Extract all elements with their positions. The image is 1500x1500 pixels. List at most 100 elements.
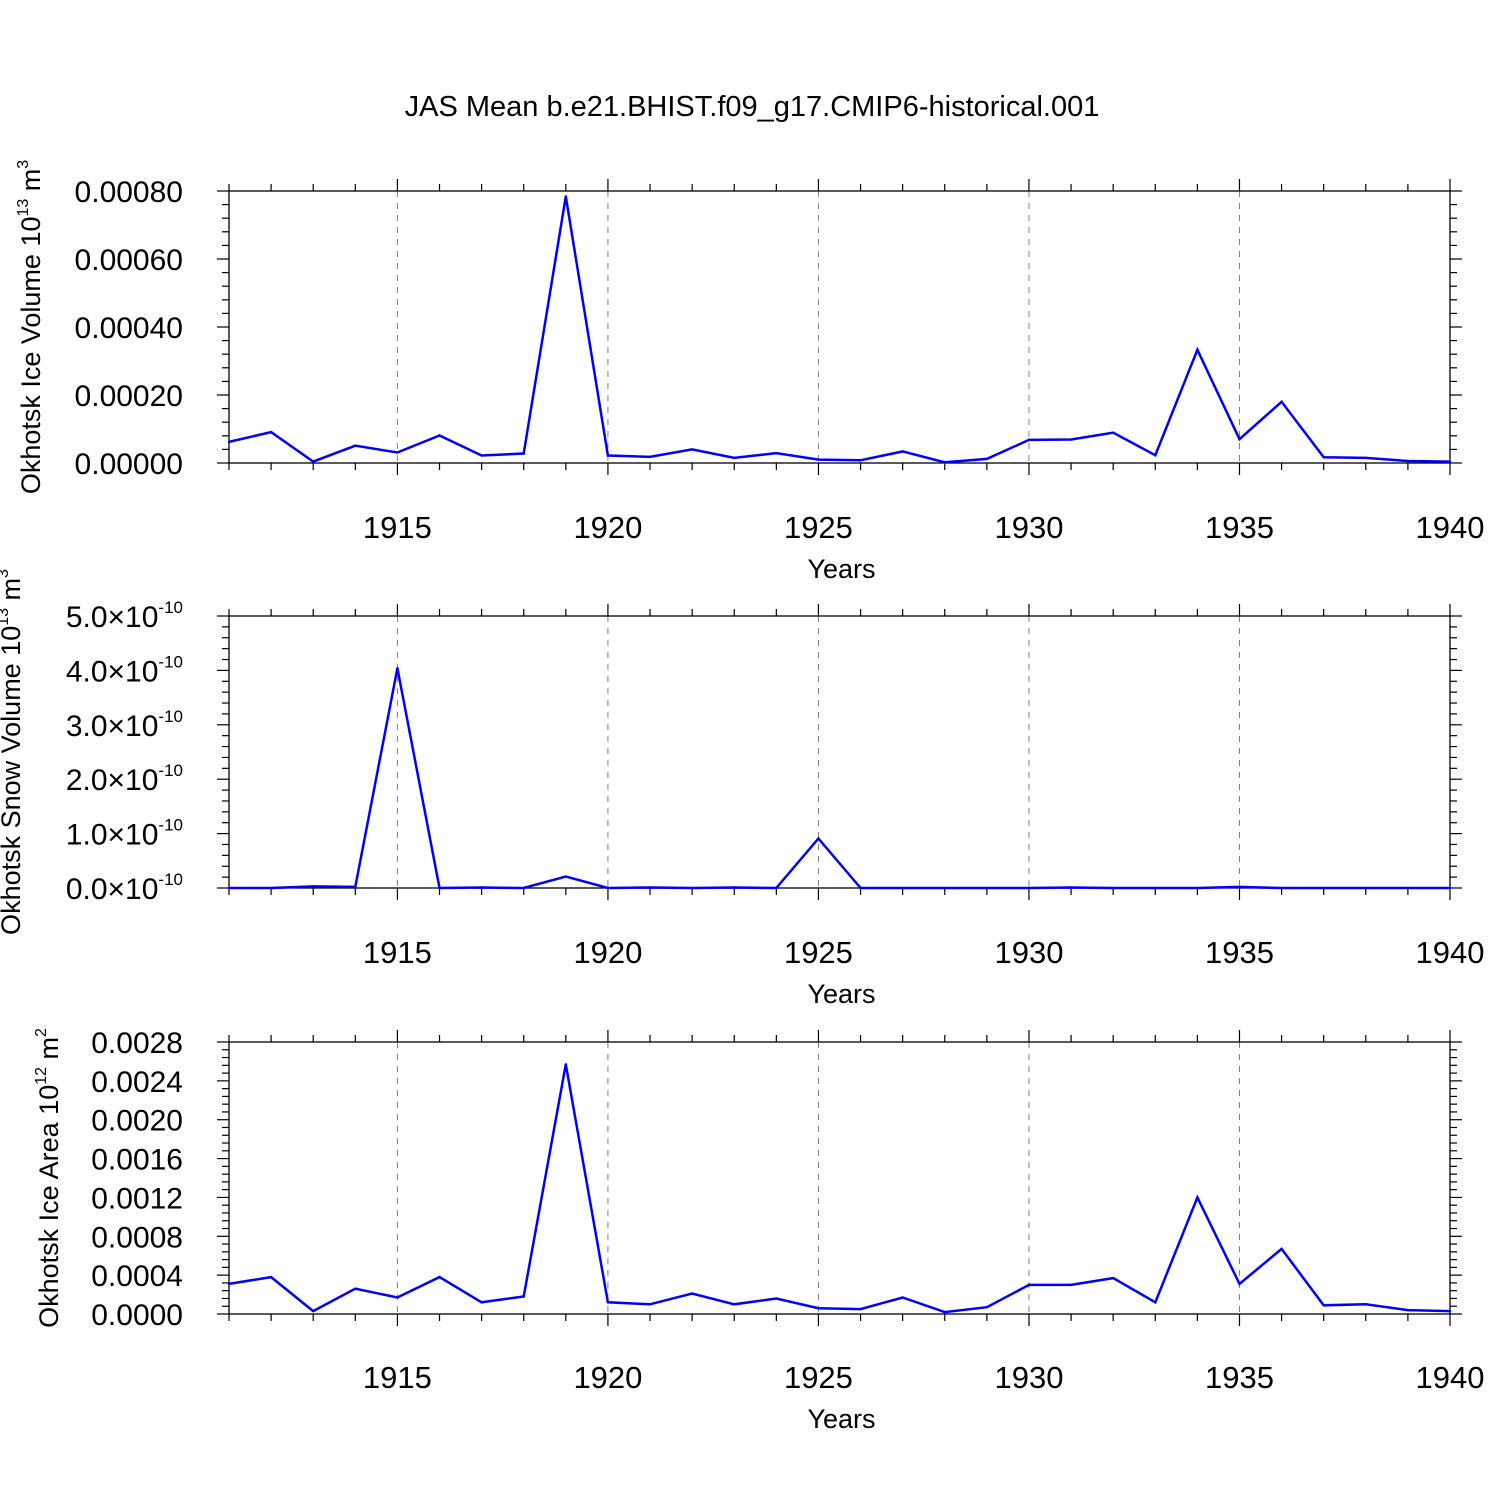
data-point (985, 1306, 989, 1309)
x-tick-label: 1940 (1416, 935, 1485, 970)
y-tick-label: 0.0020 (91, 1105, 183, 1138)
x-tick-label: 1935 (1205, 1360, 1274, 1395)
data-point (1154, 1301, 1157, 1304)
y-ticks (217, 190, 1462, 464)
x-ticks (228, 179, 1451, 475)
data-point (1196, 348, 1199, 351)
panels: 1915 1920 1925 1930 1935 1940 Years 0.00000 0.00… (0, 160, 1484, 1434)
data-point (1364, 886, 1367, 890)
data-point (859, 459, 862, 462)
data-point (690, 886, 694, 890)
data-point (817, 1306, 820, 1310)
data-point (354, 885, 357, 889)
x-tick-label: 1930 (994, 935, 1063, 970)
data-point (985, 886, 989, 890)
y-axis-label: Okhotsk Ice Volume 1013 m3 (15, 160, 46, 494)
plot-frame (228, 190, 1451, 464)
y-tick-label: 0.0016 (91, 1144, 183, 1177)
data-point (1322, 456, 1325, 459)
data-point (438, 1275, 441, 1279)
data-point (1406, 459, 1410, 463)
data-point (312, 885, 315, 888)
data-point (648, 1303, 652, 1306)
data-point (775, 886, 778, 890)
series-line (229, 667, 1450, 890)
data-point (227, 886, 231, 890)
data-point (480, 886, 483, 889)
data-point (690, 1292, 694, 1295)
data-point (733, 1303, 736, 1306)
data-point (1027, 886, 1031, 890)
series-line (228, 196, 1451, 464)
x-tick-label: 1925 (784, 1360, 853, 1395)
data-point (269, 1275, 273, 1279)
data-point (733, 886, 736, 889)
x-tick-label: 1930 (994, 510, 1063, 545)
data-point (564, 875, 568, 878)
y-tick-label: 4.0×10-10 (66, 652, 183, 688)
data-point (227, 440, 231, 444)
data-point (1322, 886, 1325, 890)
data-point (396, 1296, 399, 1299)
data-point (1448, 460, 1452, 463)
data-point (1448, 886, 1452, 890)
x-tick-label: 1940 (1416, 1360, 1485, 1395)
x-ticks (228, 1030, 1451, 1326)
x-tick-label: 1925 (784, 935, 853, 970)
y-ticks (217, 1041, 1462, 1315)
data-point (648, 886, 652, 889)
data-point (480, 1301, 483, 1304)
data-point (1364, 1303, 1367, 1306)
y-tick-label: 0.00060 (75, 244, 183, 277)
x-tick-label: 1920 (573, 510, 642, 545)
y-ticks (217, 615, 1462, 889)
data-point (1111, 1276, 1115, 1280)
y-tick-label: 0.0024 (91, 1066, 183, 1099)
panel-1: 1915 1920 1925 1930 1935 1940 Years 0.00000 0.00… (15, 160, 1484, 584)
data-point (901, 886, 904, 890)
data-point (859, 1307, 862, 1311)
data-point (1154, 453, 1157, 457)
x-ticks (228, 604, 1451, 900)
data-point (522, 886, 525, 890)
y-axis-label: Okhotsk Ice Area 1012 m2 (33, 1028, 64, 1328)
x-axis-label: Years (807, 1404, 875, 1434)
data-point (438, 886, 441, 890)
data-point (648, 455, 652, 459)
data-point (606, 454, 610, 457)
data-point (1280, 1247, 1283, 1251)
data-point (1111, 431, 1115, 434)
data-point (1196, 886, 1199, 890)
data-point (733, 456, 736, 460)
y-tick-label: 0.0008 (91, 1221, 183, 1254)
data-point (564, 1063, 568, 1066)
data-point (985, 457, 989, 461)
panel-2: 1915 1920 1925 1930 1935 1940 Years 0.0×10-10 1.… (0, 569, 1484, 1009)
data-point (1238, 1282, 1241, 1286)
data-point (1027, 1283, 1031, 1287)
x-tick-label: 1930 (994, 1360, 1063, 1395)
series-line (228, 1064, 1451, 1314)
data-point (269, 886, 273, 890)
data-point (1238, 438, 1241, 441)
data-point (775, 451, 778, 455)
data-point (1406, 886, 1410, 890)
x-tick-label: 1935 (1205, 510, 1274, 545)
data-point (1069, 1283, 1073, 1287)
x-axis-label: Years (807, 554, 875, 584)
data-point (606, 886, 610, 890)
data-point (1069, 438, 1073, 441)
data-point (1448, 1309, 1452, 1313)
figure-title: JAS Mean b.e21.BHIST.f09_g17.CMIP6-histo… (405, 91, 1100, 123)
y-tick-label: 2.0×10-10 (66, 761, 183, 797)
plot-frame (228, 615, 1451, 889)
data-point (1280, 400, 1283, 403)
data-point (943, 886, 946, 890)
data-point (690, 448, 694, 451)
x-axis-label: Years (807, 979, 875, 1009)
data-point (1196, 1196, 1199, 1199)
x-tick-label: 1920 (573, 1360, 642, 1395)
data-point (901, 1296, 904, 1299)
y-tick-label: 0.0012 (91, 1182, 183, 1215)
x-tick-label: 1920 (573, 935, 642, 970)
